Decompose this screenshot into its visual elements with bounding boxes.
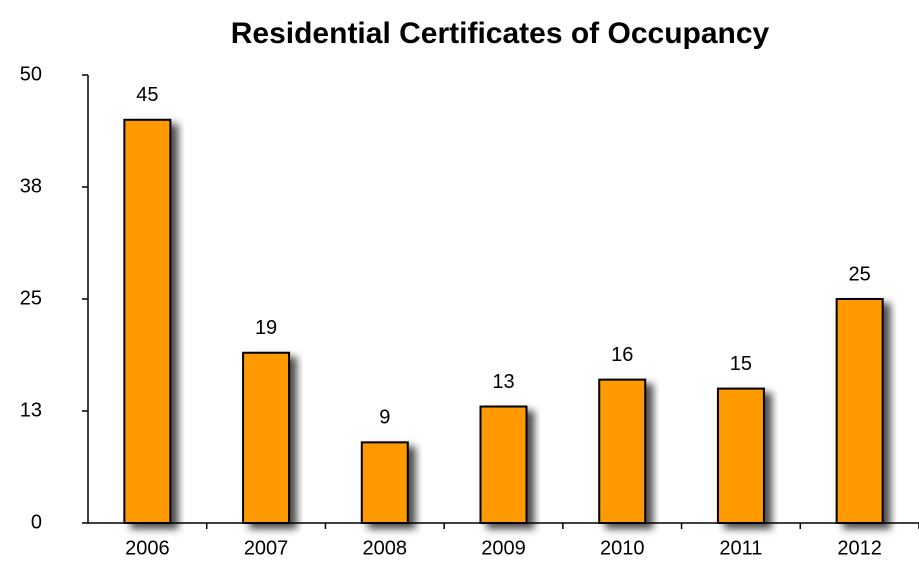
data-label: 25 [849, 263, 871, 285]
y-tick-label: 0 [31, 511, 42, 533]
x-tick-label: 2006 [125, 537, 170, 559]
y-tick-label: 13 [20, 399, 42, 421]
bar [123, 118, 172, 525]
bar [598, 378, 647, 525]
data-label: 15 [730, 353, 752, 375]
data-label: 16 [611, 344, 633, 366]
bar [716, 387, 765, 524]
x-tick-label: 2007 [244, 537, 289, 559]
data-label: 45 [136, 84, 158, 106]
data-label: 19 [255, 317, 277, 339]
bar [360, 441, 409, 524]
x-tick-label: 2012 [837, 537, 882, 559]
bar [835, 298, 884, 524]
bar [242, 351, 291, 525]
x-tick-label: 2011 [719, 537, 762, 559]
y-tick-label: 50 [20, 63, 42, 85]
data-label: 9 [379, 407, 390, 429]
x-tick-label: 2009 [481, 537, 526, 559]
x-tick-label: 2008 [363, 537, 408, 559]
chart-title: Residential Certificates of Occupancy [231, 17, 770, 50]
bar [479, 405, 528, 524]
y-tick-label: 25 [20, 287, 42, 309]
data-label: 13 [492, 371, 514, 393]
x-tick-label: 2010 [600, 537, 645, 559]
y-tick-label: 38 [20, 175, 42, 197]
